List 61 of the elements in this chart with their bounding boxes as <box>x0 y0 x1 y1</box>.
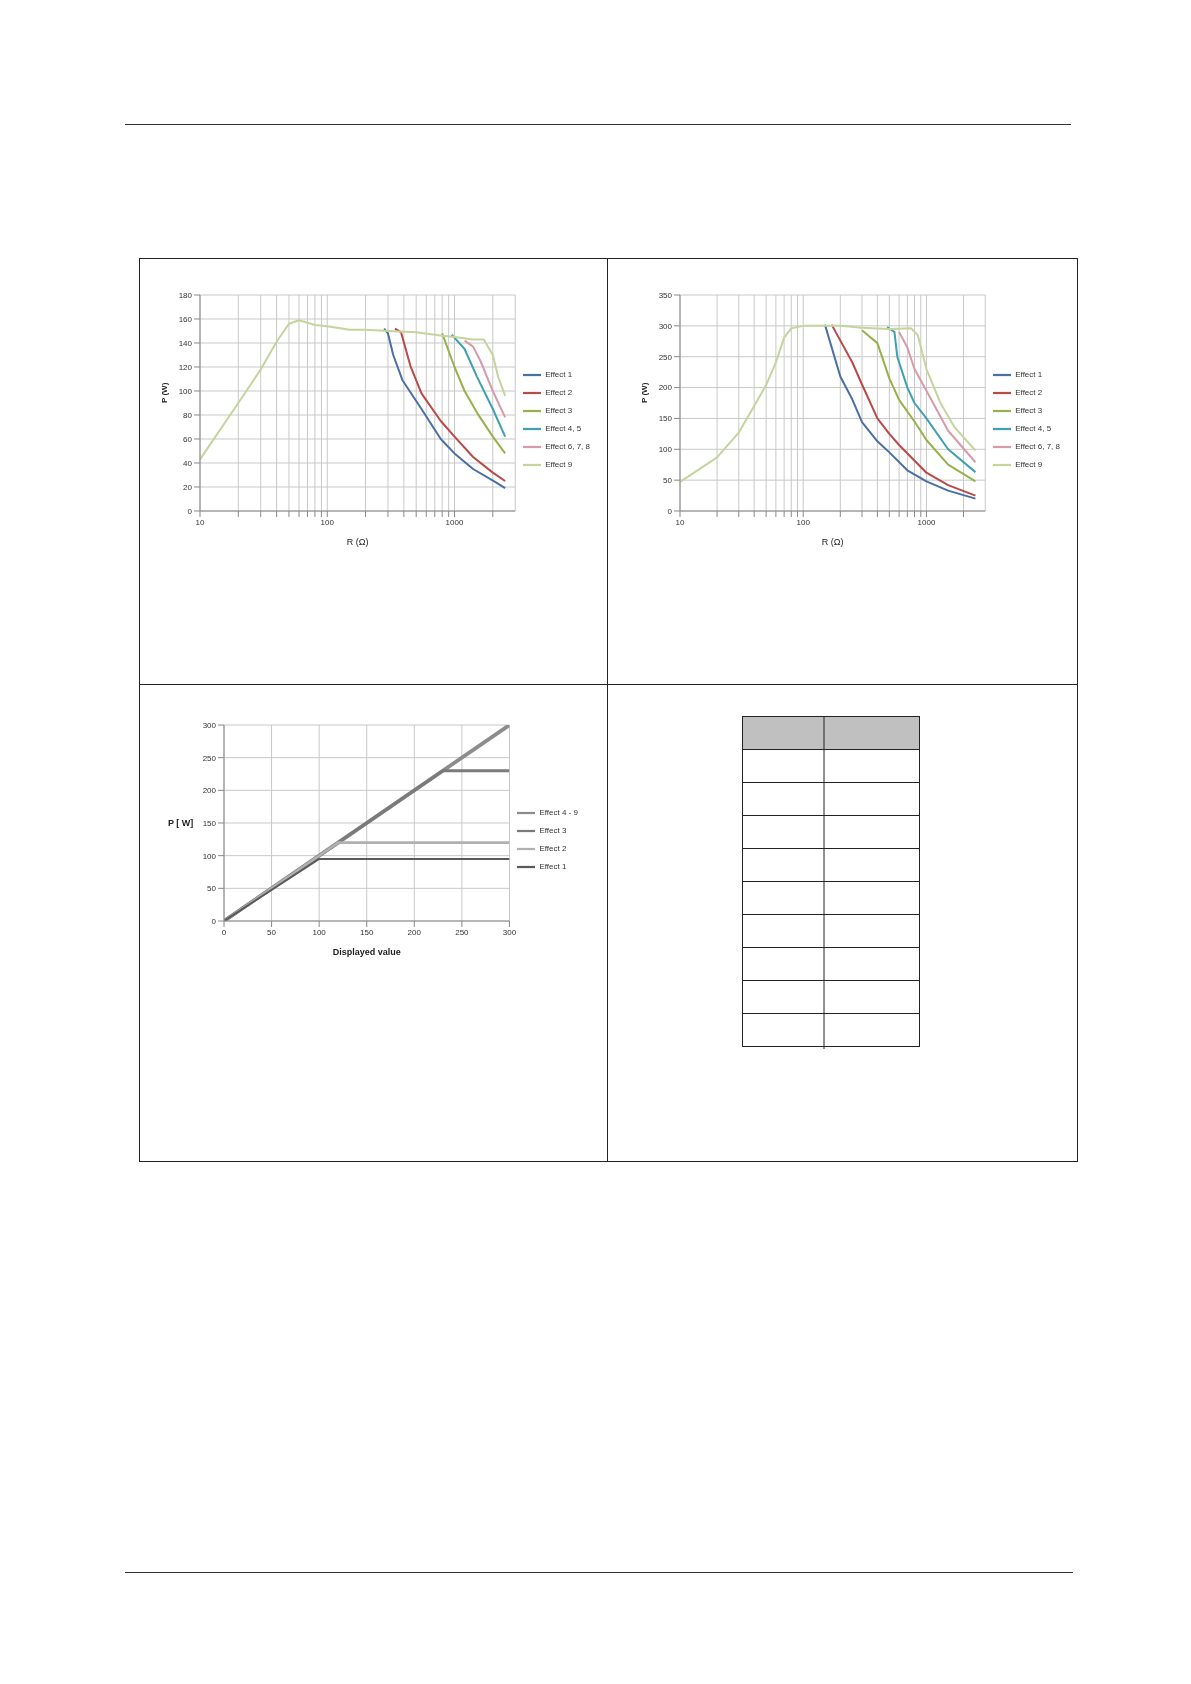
x-tick-label: 200 <box>407 927 422 937</box>
legend-label: Effect 4 - 9 <box>539 808 578 818</box>
x-tick-label: 150 <box>360 927 374 937</box>
y-tick-label: 40 <box>183 458 193 468</box>
y-tick-label: 150 <box>202 818 217 828</box>
legend-label: Effect 2 <box>1015 388 1043 398</box>
y-tick-label: 20 <box>183 482 193 492</box>
legend-label: Effect 1 <box>1015 370 1043 380</box>
legend-label: Effect 3 <box>539 826 567 836</box>
x-axis-title: R (Ω) <box>821 537 844 547</box>
legend-label: Effect 3 <box>1015 406 1043 416</box>
legend-label: Effect 1 <box>539 862 567 872</box>
x-tick-label: 300 <box>502 927 517 937</box>
y-tick-label: 100 <box>202 851 217 861</box>
y-tick-label: 50 <box>663 475 673 485</box>
x-tick-label: 100 <box>312 927 327 937</box>
x-tick-label: 100 <box>320 517 335 527</box>
y-tick-label: 180 <box>178 290 193 300</box>
y-tick-label: 140 <box>178 338 193 348</box>
y-tick-label: 0 <box>187 506 193 516</box>
x-tick-label: 50 <box>267 927 277 937</box>
legend-label: Effect 9 <box>1015 460 1043 470</box>
y-tick-label: 60 <box>183 434 193 444</box>
y-tick-label: 200 <box>658 383 673 393</box>
y-tick-label: 150 <box>658 414 673 424</box>
y-tick-label: 300 <box>202 720 217 730</box>
y-axis-title: P (W) <box>639 382 649 403</box>
x-tick-label: 100 <box>796 517 811 527</box>
legend-label: Effect 4, 5 <box>1015 424 1052 434</box>
y-tick-label: 120 <box>178 362 193 372</box>
x-tick-label: 250 <box>455 927 470 937</box>
legend-label: Effect 1 <box>545 370 573 380</box>
y-tick-label: 350 <box>658 290 673 300</box>
x-tick-label: 0 <box>221 927 227 937</box>
y-tick-label: 160 <box>178 314 193 324</box>
legend-label: Effect 4, 5 <box>545 424 582 434</box>
y-tick-label: 250 <box>658 352 673 362</box>
y-tick-label: 0 <box>667 506 673 516</box>
line-series <box>450 333 507 438</box>
x-tick-label: 1000 <box>917 517 936 527</box>
legend-label: Effect 2 <box>539 844 567 854</box>
y-tick-label: 50 <box>207 884 217 894</box>
y-tick-label: 200 <box>202 786 217 796</box>
y-axis-title: P (W) <box>159 382 169 403</box>
legend-label: Effect 6, 7, 8 <box>1015 442 1060 452</box>
legend-label: Effect 9 <box>545 460 573 470</box>
x-axis-title: Displayed value <box>332 947 401 957</box>
y-tick-label: 250 <box>202 753 217 763</box>
x-tick-label: 1000 <box>445 517 464 527</box>
y-axis-title: P [ W] <box>168 818 194 829</box>
y-tick-label: 300 <box>658 321 673 331</box>
legend-label: Effect 2 <box>545 388 573 398</box>
y-tick-label: 100 <box>178 386 193 396</box>
x-tick-label: 10 <box>675 517 685 527</box>
legend-label: Effect 3 <box>545 406 573 416</box>
x-axis-title: R (Ω) <box>346 537 369 547</box>
y-tick-label: 100 <box>658 445 673 455</box>
y-tick-label: 0 <box>211 916 217 926</box>
y-tick-label: 80 <box>183 410 193 420</box>
legend-label: Effect 6, 7, 8 <box>545 442 590 452</box>
x-tick-label: 10 <box>195 517 205 527</box>
